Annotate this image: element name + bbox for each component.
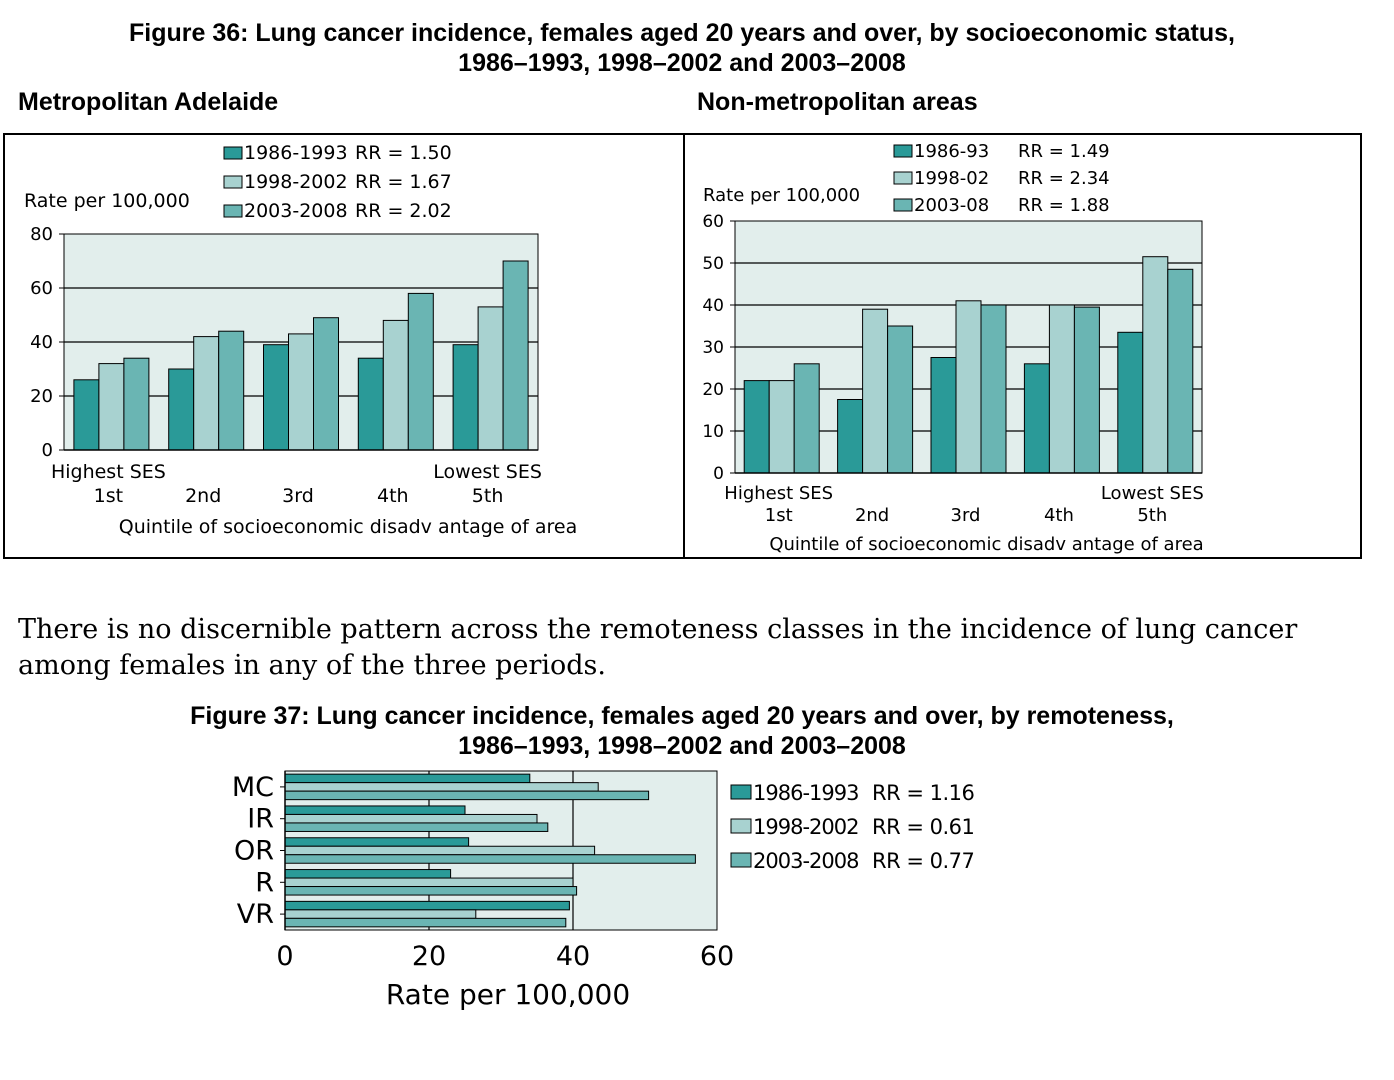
- panel-title-non-metropolitan: Non-metropolitan areas: [697, 88, 978, 116]
- remote-bar-1986-1993-MC: [284, 773, 531, 784]
- remote-legend-swatch: [730, 784, 752, 800]
- figure-37-title: Figure 37: Lung cancer incidence, female…: [0, 701, 1364, 761]
- remote-legend-swatch: [730, 818, 752, 834]
- remote-legend-label: 1998-2002: [753, 815, 858, 839]
- remote-category-label: MC: [232, 772, 274, 803]
- remote-bar-1986-1993-OR: [284, 837, 470, 847]
- remote-bar-2003-2008-MC: [284, 790, 650, 801]
- remote-x-tick-label: 60: [700, 941, 734, 972]
- remote-x-tick-label: 0: [276, 941, 293, 972]
- body-paragraph: There is no discernible pattern across t…: [18, 614, 1298, 681]
- remote-bar-2003-2008-IR: [284, 822, 549, 832]
- remote-legend-label: 1986-1993: [753, 781, 858, 805]
- figure-36-title-line2: 1986–1993, 1998–2002 and 2003–2008: [458, 49, 906, 77]
- remote-category-label: VR: [237, 899, 274, 930]
- remote-bar-1986-1993-VR: [284, 900, 570, 911]
- remote-x-tick-label: 20: [412, 941, 446, 972]
- remote-bar-2003-2008-VR: [284, 917, 567, 928]
- chart-frame-non-metropolitan: [682, 133, 1362, 559]
- remote-legend-rr: RR = 0.61: [872, 815, 974, 839]
- remote-bar-1998-2002-R: [284, 877, 574, 888]
- figure-37-title-line2: 1986–1993, 1998–2002 and 2003–2008: [458, 732, 906, 760]
- remote-bar-1986-1993-R: [284, 869, 452, 879]
- remote-legend-swatch: [730, 852, 752, 868]
- remote-category-label: IR: [247, 804, 274, 835]
- remote-x-tick-label: 40: [556, 941, 590, 972]
- figure-36-title-line1: Figure 36: Lung cancer incidence, female…: [129, 19, 1235, 47]
- remote-legend-rr: RR = 1.16: [872, 781, 975, 805]
- remote-bar-1998-2002-MC: [284, 782, 599, 792]
- remote-plot-area: [284, 770, 718, 931]
- figure-36-title: Figure 36: Lung cancer incidence, female…: [0, 18, 1364, 78]
- remote-legend-rr: RR = 0.77: [872, 849, 974, 873]
- remote-bar-1998-2002-OR: [284, 845, 596, 856]
- remote-legend-label: 2003-2008: [753, 849, 858, 873]
- remote-x-axis-label: Rate per 100,000: [386, 978, 630, 1011]
- chart-frame-metropolitan: [3, 133, 685, 559]
- remote-category-label: OR: [234, 836, 274, 867]
- panel-title-metropolitan: Metropolitan Adelaide: [18, 88, 279, 116]
- remote-bar-1998-2002-VR: [284, 909, 477, 919]
- remote-bar-1986-1993-IR: [284, 805, 466, 815]
- remote-bar-1998-2002-IR: [284, 813, 538, 824]
- remote-bar-2003-2008-OR: [284, 854, 696, 864]
- figure-37-title-line1: Figure 37: Lung cancer incidence, female…: [190, 702, 1174, 730]
- remote-category-label: R: [255, 867, 274, 898]
- remote-bar-2003-2008-R: [284, 886, 578, 896]
